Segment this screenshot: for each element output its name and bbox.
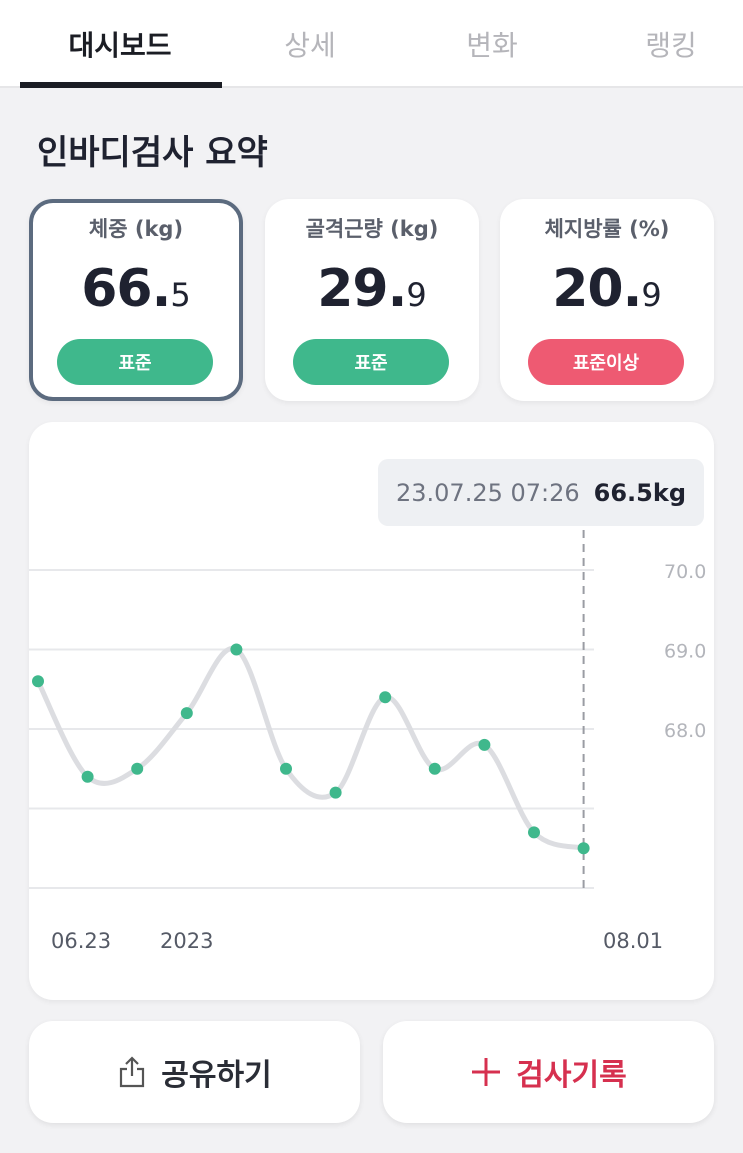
tab-detail[interactable]: 상세 <box>210 0 410 88</box>
metric-card-muscle[interactable]: 골격근량 (kg) 29.9 표준 <box>265 199 479 401</box>
metric-value: 66.5 <box>33 259 239 319</box>
metric-value-dec: 9 <box>641 276 662 314</box>
plus-icon <box>470 1056 502 1088</box>
status-badge: 표준 <box>293 339 449 385</box>
metric-value-int: 29. <box>317 259 407 319</box>
metric-card-weight[interactable]: 체중 (kg) 66.5 표준 <box>29 199 243 401</box>
data-point <box>379 691 392 704</box>
share-icon <box>117 1055 147 1089</box>
status-badge: 표준이상 <box>528 339 684 385</box>
weight-chart[interactable]: 70.0 69.0 68.0 06.23 2023 08.01 <box>29 422 714 1000</box>
metric-value-int: 66. <box>81 259 171 319</box>
record-label: 검사기록 <box>516 1058 627 1093</box>
metric-value: 20.9 <box>500 259 714 319</box>
metric-value: 29.9 <box>265 259 479 319</box>
share-button[interactable]: 공유하기 <box>29 1021 360 1123</box>
chart-tooltip: 23.07.25 07:26 66.5kg <box>378 459 704 526</box>
active-tab-indicator <box>20 82 222 88</box>
tab-label: 랭킹 <box>645 29 697 62</box>
data-point <box>577 842 590 855</box>
share-label: 공유하기 <box>161 1058 272 1093</box>
data-point <box>230 643 243 656</box>
tooltip-value: 66.5kg <box>593 478 687 507</box>
tab-label: 대시보드 <box>68 29 172 62</box>
tab-label: 상세 <box>284 29 336 62</box>
metric-label: 골격근량 (kg) <box>305 217 439 241</box>
metric-value-dec: 9 <box>406 276 427 314</box>
data-point <box>280 762 292 775</box>
tab-dashboard[interactable]: 대시보드 <box>20 0 220 88</box>
series-line <box>35 646 587 851</box>
record-button[interactable]: 검사기록 <box>383 1021 714 1123</box>
tab-bar: 대시보드 상세 변화 랭킹 <box>0 0 743 88</box>
metric-label: 체중 (kg) <box>88 217 184 241</box>
y-tick-label: 69.0 <box>664 641 706 663</box>
tab-label: 변화 <box>466 29 518 62</box>
tab-ranking[interactable]: 랭킹 <box>571 0 743 88</box>
data-point <box>428 762 441 775</box>
tab-change[interactable]: 변화 <box>392 0 592 88</box>
metric-value-int: 20. <box>552 259 642 319</box>
data-point <box>32 675 44 688</box>
data-point <box>478 738 491 751</box>
metric-value-dec: 5 <box>170 276 191 314</box>
x-axis-label: 2023 <box>160 929 213 953</box>
status-badge: 표준 <box>57 339 213 385</box>
y-tick-label: 68.0 <box>664 720 706 742</box>
x-axis-label: 06.23 <box>51 929 111 953</box>
data-point <box>528 826 540 839</box>
data-point <box>180 707 193 720</box>
metric-label: 체지방률 (%) <box>544 217 670 241</box>
tooltip-date: 23.07.25 07:26 <box>395 478 580 507</box>
page-title: 인바디검사 요약 <box>37 133 268 173</box>
data-point <box>81 770 94 783</box>
metric-card-bodyfat[interactable]: 체지방률 (%) 20.9 표준이상 <box>500 199 714 401</box>
data-point <box>329 786 342 799</box>
x-axis-label: 08.01 <box>603 929 663 953</box>
data-point <box>131 762 144 775</box>
y-tick-label: 70.0 <box>664 561 706 583</box>
weight-chart-card: 70.0 69.0 68.0 06.23 2023 08.01 23.07.25 07:2… <box>29 422 714 1000</box>
